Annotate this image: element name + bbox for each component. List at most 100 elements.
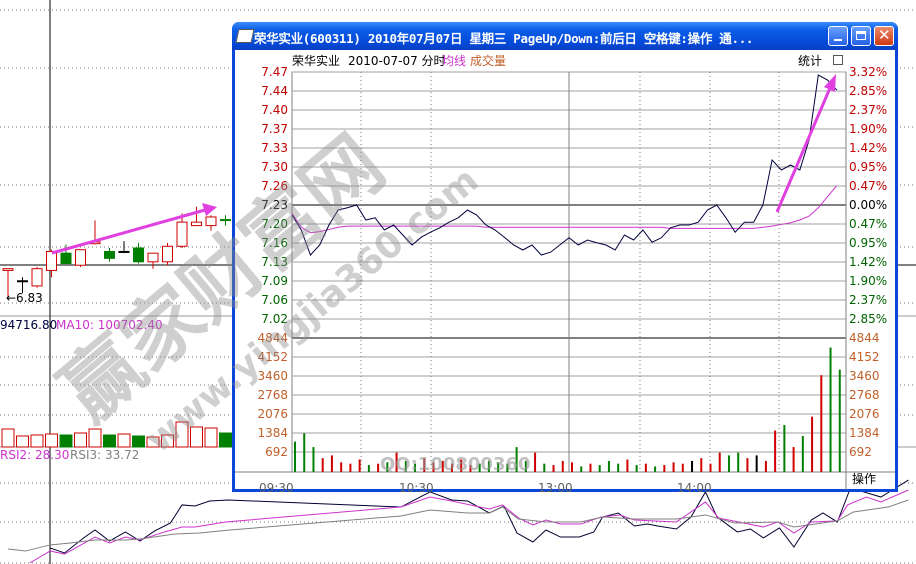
percent-tick-label: 2.85% (849, 84, 888, 98)
volume-bar (1, 428, 15, 448)
price-tick-label: 7.16 (261, 236, 288, 250)
volume-tick-label: 692 (265, 445, 288, 459)
candle-body (118, 250, 130, 253)
volume-bar (303, 433, 306, 472)
rsi2-label: RSI2: 28.30 (0, 448, 70, 462)
time-tick-label: 10:30 (399, 481, 434, 495)
volume-bar (88, 428, 102, 448)
volume-bar (746, 458, 749, 472)
price-tick-label: 7.40 (261, 103, 288, 117)
volume-tick-label: 4152 (257, 350, 288, 364)
percent-tick-label: 0.00% (849, 198, 888, 212)
volume-tick-label: 4844 (257, 331, 288, 345)
volume-bar (497, 462, 500, 472)
percent-tick-label: 1.90% (849, 274, 888, 288)
percent-tick-label: 0.95% (849, 236, 888, 250)
operate-button[interactable]: 操作 (852, 472, 877, 486)
price-tick-label: 7.33 (261, 141, 288, 155)
volume-bar (801, 436, 804, 472)
stock-name: 荣华实业 (292, 54, 341, 68)
restore-icon[interactable] (833, 55, 843, 65)
candle-body (176, 221, 188, 247)
price-tick-label: 7.09 (261, 274, 288, 288)
volume-bar (774, 430, 777, 472)
volume-bar (395, 452, 398, 472)
volume-bar (838, 369, 841, 472)
volume-bar (737, 452, 740, 472)
candle-body (147, 252, 159, 263)
percent-tick-label: 0.47% (849, 179, 888, 193)
volume-bar (161, 434, 174, 448)
volume-bar (561, 460, 564, 472)
volume-tick-label: 3460 (257, 369, 288, 383)
price-tick-label: 7.23 (261, 198, 288, 212)
price-tick-label: 7.26 (261, 179, 288, 193)
price-tick-label: 7.06 (261, 293, 288, 307)
volume-bar (294, 441, 296, 472)
volume-bar (16, 435, 29, 448)
volume-bar (811, 416, 814, 472)
volume-bar (506, 463, 509, 472)
price-line (291, 74, 838, 256)
price-tick-label: 7.47 (261, 65, 288, 79)
trend-arrow-head (824, 74, 836, 92)
volume-bar (423, 458, 426, 472)
volume-bar (441, 460, 444, 472)
volume-tick-label-right: 3460 (849, 369, 880, 383)
close-button[interactable]: ✕ (874, 26, 894, 46)
rsi-line-rsi1 (49, 479, 909, 554)
volume-tick-label-right: 2768 (849, 388, 880, 402)
intraday-client-area (235, 50, 895, 489)
price-tick-label: 7.30 (261, 160, 288, 174)
volume-bar (146, 436, 160, 448)
percent-tick-label: 1.42% (849, 141, 888, 155)
volume-bar (349, 463, 352, 472)
volume-bar (175, 421, 189, 448)
candle-body (133, 247, 144, 263)
volume-bar (312, 447, 315, 472)
volume-bar (681, 463, 684, 472)
price-tick-label: 7.37 (261, 122, 288, 136)
candle-body (31, 268, 43, 287)
candle-body (75, 249, 86, 266)
volume-tick-label: 1384 (257, 426, 288, 440)
volume-bar (404, 460, 407, 472)
close-icon: ✕ (878, 26, 891, 44)
volume-bar (672, 462, 675, 472)
volume-bar (330, 455, 333, 472)
volume-bar (117, 433, 131, 448)
volume-bar (654, 466, 657, 472)
percent-tick-label: 2.85% (849, 312, 888, 326)
candle-body (46, 250, 57, 271)
volume-tick-label-right: 2076 (849, 407, 880, 421)
volume-tick-label-right: 1384 (849, 426, 880, 440)
minimize-icon (834, 39, 842, 41)
volume-bar (103, 434, 116, 448)
maximize-icon (856, 31, 866, 40)
candle-body (60, 252, 72, 265)
volume-bar (663, 465, 666, 472)
trend-arrow (775, 87, 832, 213)
volume-bar (792, 447, 795, 472)
volume-bar (219, 432, 232, 448)
avg-line-legend: 均线 (442, 54, 467, 68)
volume-bar (515, 447, 518, 472)
time-tick-label: 14:00 (677, 481, 712, 495)
candle-body (162, 245, 173, 263)
title-bar[interactable]: 荣华实业(600311) 2010年07月07日 星期三 PageUp/Down… (232, 22, 898, 50)
volume-ma10-label: MA10: 100702.40 (56, 318, 163, 332)
volume-bar (534, 452, 537, 472)
minimize-button[interactable] (828, 26, 848, 46)
candle-body (17, 280, 28, 283)
volume-bar (340, 462, 343, 472)
maximize-button[interactable] (851, 26, 871, 46)
volume-tick-label: 2076 (257, 407, 288, 421)
volume-tick-label-right: 4844 (849, 331, 880, 345)
volume-bar (764, 460, 767, 472)
stats-button[interactable]: 统计 (798, 54, 823, 68)
volume-legend: 成交量 (470, 54, 507, 68)
volume-bar (598, 465, 601, 472)
volume-bar (204, 427, 218, 448)
rsi-line-rsi3 (7, 499, 909, 552)
rsi-line-rsi2 (29, 489, 909, 564)
